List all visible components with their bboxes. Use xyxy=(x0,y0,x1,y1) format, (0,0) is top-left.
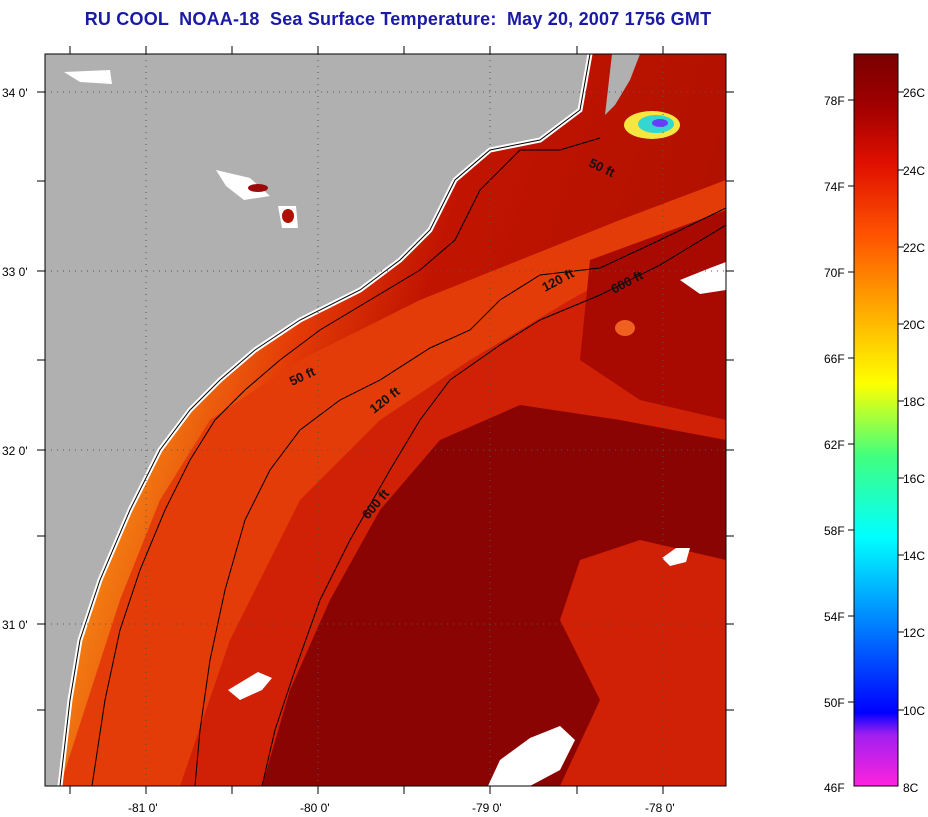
lat-label-33: 33 0' xyxy=(2,265,28,279)
graticule xyxy=(45,54,726,786)
color-scale-bar xyxy=(853,53,899,787)
map-frame xyxy=(44,53,727,787)
scale-c-18: 18C xyxy=(903,395,925,409)
ring-eddy xyxy=(615,320,635,336)
scale-c-26: 26C xyxy=(903,86,925,100)
lat-label-34: 34 0' xyxy=(2,86,28,100)
contour-120ft xyxy=(194,207,726,786)
scale-c-16: 16C xyxy=(903,472,925,486)
lon-label-78: -78 0' xyxy=(645,801,675,815)
scale-f-62: 62F xyxy=(824,438,845,452)
cloud-patch-1 xyxy=(228,672,272,700)
scale-ticks xyxy=(848,91,904,711)
lake-temp-1 xyxy=(248,184,268,192)
gulf-stream-lobe xyxy=(410,560,560,720)
cape-land xyxy=(605,54,640,115)
contour-50ft xyxy=(91,137,601,786)
scale-f-46: 46F xyxy=(824,781,845,795)
scale-c-8: 8C xyxy=(903,781,919,795)
lat-label-32: 32 0' xyxy=(2,444,28,458)
lon-label-80: -80 0' xyxy=(300,801,330,815)
scale-f-54: 54F xyxy=(824,610,845,624)
map-plot-area: 50 ft 50 ft 120 ft 120 ft 600 ft 600 ft xyxy=(45,54,726,786)
lon-label-81: -81 0' xyxy=(128,801,158,815)
scale-f-66: 66F xyxy=(824,352,845,366)
lat-label-31: 31 0' xyxy=(2,618,28,632)
lon-label-79: -79 0' xyxy=(472,801,502,815)
scale-f-58: 58F xyxy=(824,524,845,538)
scale-f-74: 74F xyxy=(824,180,845,194)
scale-c-10: 10C xyxy=(903,704,925,718)
cloud-patch-4 xyxy=(680,262,726,294)
scale-c-20: 20C xyxy=(903,318,925,332)
lake-temp-2 xyxy=(282,209,294,223)
scale-c-22: 22C xyxy=(903,241,925,255)
coastline-outline xyxy=(59,54,591,786)
scale-f-78: 78F xyxy=(824,94,845,108)
scale-c-12: 12C xyxy=(903,626,925,640)
scale-f-70: 70F xyxy=(824,266,845,280)
scale-c-24: 24C xyxy=(903,164,925,178)
map-title: RU COOL NOAA-18 Sea Surface Temperature:… xyxy=(84,9,712,29)
inland-lake-3 xyxy=(64,70,112,84)
cloud-patch-2 xyxy=(488,726,575,786)
eastern-warm-water xyxy=(580,210,726,420)
scale-c-14: 14C xyxy=(903,549,925,563)
contour-600ft xyxy=(261,224,726,786)
axis-ticks xyxy=(37,46,734,794)
cool-patch-violet xyxy=(652,119,668,127)
cloud-patch-3 xyxy=(662,548,690,566)
inland-lake-1 xyxy=(216,170,270,200)
scale-f-50: 50F xyxy=(824,696,845,710)
land-mass xyxy=(45,54,590,786)
